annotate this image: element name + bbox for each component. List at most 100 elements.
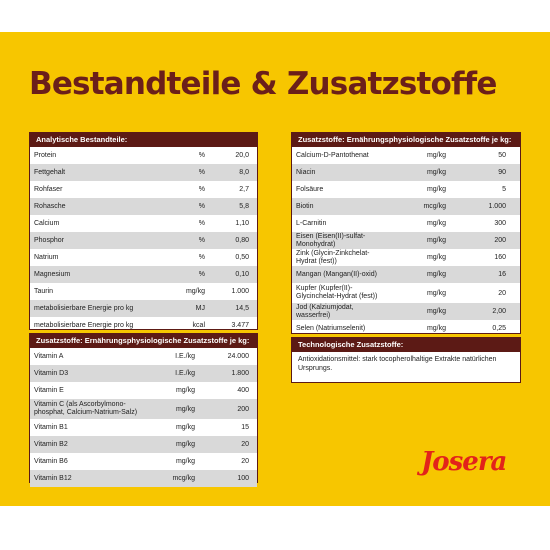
row-unit: mcg/kg (423, 203, 446, 210)
technological-header: Technologische Zusatzstoffe: (292, 338, 520, 352)
row-value: 20 (498, 289, 506, 297)
table-row: Kupfer (Kupfer(II)-Glycinchelat-Hydrat (… (292, 283, 520, 303)
row-unit: mg/kg (426, 152, 446, 159)
row-name: Calcium-D-Pantothenat (296, 151, 369, 159)
row-unit: % (198, 254, 205, 261)
table-row: Calcium-D-Pantothenat mg/kg 50 (292, 147, 520, 164)
row-name: Taurin (34, 287, 54, 295)
row-value: 2,7 (239, 186, 249, 193)
row-value: 5,8 (239, 203, 249, 210)
row-value: 24.000 (227, 353, 249, 360)
row-unit: % (198, 169, 205, 176)
row-name: Natrium (34, 253, 59, 261)
row-name: Protein (34, 151, 57, 159)
row-unit: I.E./kg (175, 370, 195, 377)
row-value: 2,00 (492, 308, 506, 315)
row-value: 100 (237, 475, 249, 482)
row-unit: mg/kg (426, 289, 446, 297)
row-value: 200 (494, 237, 506, 244)
row-value: 50 (498, 152, 506, 159)
row-unit: % (198, 220, 205, 227)
row-value: 5 (502, 186, 506, 193)
row-unit: % (198, 152, 205, 159)
row-value: 1.000 (231, 288, 249, 295)
row-value: 90 (498, 169, 506, 176)
table-row: Rohfaser% 2,7 (30, 181, 257, 198)
row-unit: mg/kg (426, 169, 446, 176)
row-value: 3.477 (231, 322, 249, 329)
row-value: 0,80 (235, 237, 249, 244)
row-value: 15 (241, 424, 249, 431)
additives-header: Zusatzstoffe: Ernährungsphysiologische Z… (292, 133, 520, 147)
row-name: Fettgehalt (34, 168, 66, 176)
josera-logo: Josera (421, 447, 507, 477)
row-value: 1,10 (235, 220, 249, 227)
vitamin-rows: Vitamin A I.E./kg 24.000 Vitamin D3 I.E./kg 1… (30, 348, 257, 487)
row-name: Rohfaser (34, 185, 63, 193)
row-unit: mg/kg (175, 387, 195, 394)
row-name: Folsäure (296, 185, 324, 193)
row-unit: mg/kg (426, 237, 446, 244)
row-unit: % (198, 186, 205, 193)
table-row: Vitamin B2 mg/kg 20 (30, 436, 257, 453)
row-unit: mg/kg (426, 308, 446, 315)
row-value: 300 (494, 220, 506, 227)
table-row: Fettgehalt% 8,0 (30, 164, 257, 181)
row-name: metabolisierbare Energie pro kg (34, 321, 134, 329)
table-row: Selen (Natriumselenit) mg/kg 0,25 (292, 320, 520, 337)
table-row: Vitamin B6 mg/kg 20 (30, 453, 257, 470)
row-unit: mg/kg (175, 424, 195, 431)
additive-rows: Calcium-D-Pantothenat mg/kg 50 Niacin mg/kg 9… (292, 147, 520, 337)
row-name: Magnesium (34, 270, 71, 278)
table-row: Zink (Glycin-Zinkchelat-Hydrat (fest)) mg… (292, 249, 520, 266)
row-value: 8,0 (239, 169, 249, 176)
technological-text: Antioxidationsmittel: stark tocopherolha… (298, 356, 497, 372)
row-value: 20,0 (235, 152, 249, 159)
vitamins-panel: Zusatzstoffe: Ernährungsphysiologische Z… (29, 333, 258, 487)
table-row: Folsäure mg/kg 5 (292, 181, 520, 198)
row-unit: MJ (195, 305, 205, 312)
table-row: metabolisierbare Energie pro kg kcal 3.477 (30, 317, 257, 334)
row-name: Vitamin E (34, 386, 64, 394)
row-unit: mg/kg (426, 220, 446, 227)
row-name: Niacin (296, 168, 316, 176)
row-name: Vitamin B6 (34, 457, 68, 465)
table-row: Protein% 20,0 (30, 147, 257, 164)
table-row: Taurin mg/kg 1.000 (30, 283, 257, 300)
row-name: Eisen (Eisen(II)-sulfat-Monohydrat) (296, 232, 366, 248)
table-row: Niacin mg/kg 90 (292, 164, 520, 181)
table-row: Vitamin C (als Ascorbylmono-phosphat, Ca… (30, 399, 257, 419)
row-unit: mcg/kg (172, 475, 195, 482)
row-name: Selen (Natriumselenit) (296, 324, 366, 332)
row-unit: % (198, 237, 205, 244)
row-unit: mg/kg (426, 254, 446, 261)
table-row: metabolisierbare Energie pro kg MJ 14,5 (30, 300, 257, 317)
row-name: Calcium (34, 219, 60, 227)
table-row: Eisen (Eisen(II)-sulfat-Monohydrat) mg/kg… (292, 232, 520, 249)
table-row: Vitamin A I.E./kg 24.000 (30, 348, 257, 365)
row-unit: mg/kg (175, 458, 195, 465)
row-name: Rohasche (34, 202, 66, 210)
table-row: Vitamin D3 I.E./kg 1.800 (30, 365, 257, 382)
row-name: Vitamin C (als Ascorbylmono-phosphat, Ca… (34, 401, 138, 416)
row-value: 1.000 (488, 203, 506, 210)
row-value: 160 (494, 254, 506, 261)
row-unit: I.E./kg (175, 353, 195, 360)
analytical-panel: Analytische Bestandteile: Protein% 20,0 Fe… (29, 132, 258, 330)
row-value: 0,10 (235, 271, 249, 278)
row-value: 0,25 (492, 325, 506, 332)
row-unit: % (198, 203, 205, 210)
row-name: Kupfer (Kupfer(II)-Glycinchelat-Hydrat (… (296, 285, 378, 300)
row-name: Jod (Kalziumjodat, wasserfrei) (296, 303, 354, 319)
technological-panel: Technologische Zusatzstoffe: Antioxidati… (291, 337, 521, 383)
table-row: Vitamin B1 mg/kg 15 (30, 419, 257, 436)
table-row: Mangan (Mangan(II)-oxid) mg/kg 16 (292, 266, 520, 283)
row-value: 20 (241, 441, 249, 448)
row-unit: mg/kg (175, 441, 195, 448)
row-value: 1.800 (231, 370, 249, 377)
row-unit: mg/kg (175, 405, 195, 413)
table-row: L-Carnitin mg/kg 300 (292, 215, 520, 232)
row-value: 14,5 (235, 305, 249, 312)
row-name: Vitamin B1 (34, 423, 68, 431)
row-name: Vitamin D3 (34, 369, 69, 377)
